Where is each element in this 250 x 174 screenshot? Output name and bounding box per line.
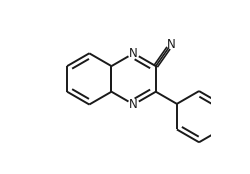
Text: N: N <box>129 47 138 60</box>
Text: N: N <box>166 38 175 51</box>
Text: N: N <box>129 98 138 111</box>
